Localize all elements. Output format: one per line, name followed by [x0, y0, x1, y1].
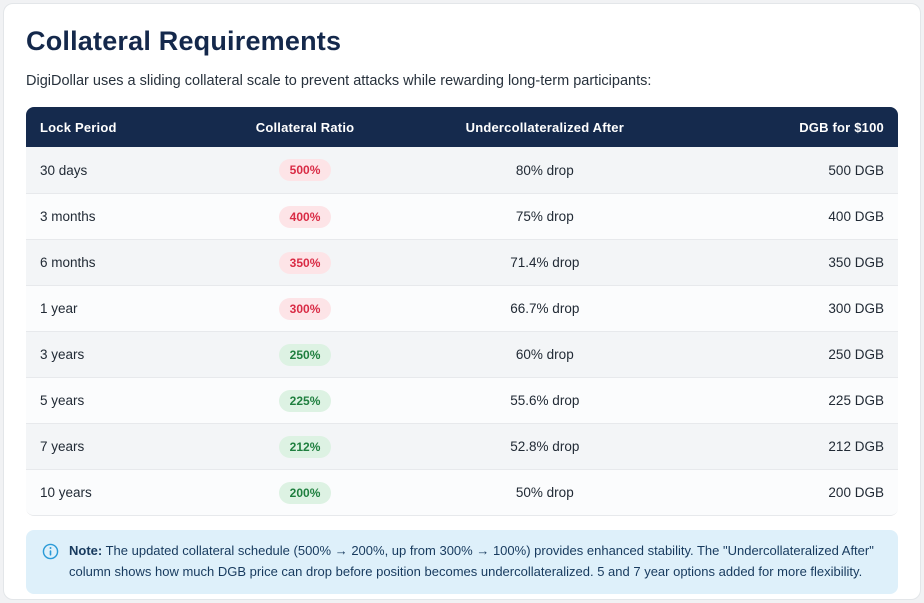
table-row: 10 years 200% 50% drop 200 DGB	[26, 469, 898, 515]
table-body: 30 days 500% 80% drop 500 DGB 3 months 400% 75…	[26, 147, 898, 515]
dgb-for-100-cell: 400 DGB	[828, 209, 884, 224]
dgb-for-100-cell: 200 DGB	[828, 485, 884, 500]
collateral-ratio-cell: 500%	[218, 159, 392, 181]
undercollateralized-after-cell: 80% drop	[515, 162, 574, 178]
table-row: 7 years 212% 52.8% drop 212 DGB	[26, 423, 898, 469]
table-header-row: Lock Period Collateral Ratio Undercollat…	[26, 107, 898, 147]
undercollateralized-after-cell: 55.6% drop	[510, 393, 580, 408]
collateral-ratio-badge: 350%	[278, 251, 332, 274]
dgb-for-100-cell: 350 DGB	[828, 255, 884, 270]
info-icon	[42, 543, 59, 560]
table-row: 3 years 250% 60% drop 250 DGB	[26, 331, 898, 377]
undercollateralized-after-cell: 75% drop	[515, 209, 574, 224]
collateral-ratio-badge: 500%	[278, 159, 332, 181]
lock-period-cell: 1 year	[40, 301, 78, 316]
lock-period-cell: 5 years	[40, 393, 85, 408]
column-header-dgb-for-100: DGB for $100	[799, 119, 884, 135]
page-subtitle: DigiDollar uses a sliding collateral sca…	[26, 73, 652, 89]
collateral-ratio-badge: 250%	[278, 343, 332, 366]
dgb-for-100-cell: 500 DGB	[828, 162, 884, 178]
collateral-ratio-cell: 400%	[218, 205, 392, 228]
dgb-for-100-cell: 212 DGB	[828, 439, 884, 454]
lock-period-cell: 6 months	[40, 255, 96, 270]
note-label: Note:	[69, 543, 103, 558]
page-title: Collateral Requirements	[26, 26, 342, 56]
collateral-ratio-cell: 200%	[218, 481, 392, 504]
table-row: 5 years 225% 55.6% drop 225 DGB	[26, 377, 898, 423]
collateral-table: Lock Period Collateral Ratio Undercollat…	[26, 107, 898, 516]
note-box: Note: The updated collateral schedule (5…	[26, 530, 898, 594]
undercollateralized-after-cell: 60% drop	[515, 347, 574, 362]
collateral-requirements-card: Collateral Requirements DigiDollar uses …	[3, 3, 921, 600]
undercollateralized-after-cell: 50% drop	[515, 485, 574, 500]
lock-period-cell: 3 months	[40, 209, 96, 224]
collateral-ratio-cell: 300%	[218, 297, 392, 320]
column-header-lock-period: Lock Period	[40, 119, 117, 135]
note-body: The updated collateral schedule (500% → …	[69, 543, 874, 579]
collateral-ratio-cell: 212%	[218, 435, 392, 458]
collateral-ratio-badge: 400%	[278, 205, 332, 228]
column-header-undercollateralized-after: Undercollateralized After	[465, 119, 625, 135]
lock-period-cell: 30 days	[40, 162, 88, 178]
dgb-for-100-cell: 225 DGB	[828, 393, 884, 408]
collateral-ratio-badge: 200%	[278, 481, 332, 504]
table-row: 3 months 400% 75% drop 400 DGB	[26, 193, 898, 239]
collateral-ratio-cell: 350%	[218, 251, 392, 274]
lock-period-cell: 3 years	[40, 347, 85, 362]
undercollateralized-after-cell: 71.4% drop	[510, 255, 580, 270]
collateral-ratio-cell: 250%	[218, 343, 392, 366]
collateral-ratio-cell: 225%	[218, 389, 392, 412]
dgb-for-100-cell: 250 DGB	[828, 347, 884, 362]
column-header-collateral-ratio: Collateral Ratio	[255, 119, 355, 135]
collateral-ratio-badge: 300%	[278, 297, 332, 320]
lock-period-cell: 10 years	[40, 485, 92, 500]
table-row: 30 days 500% 80% drop 500 DGB	[26, 147, 898, 193]
undercollateralized-after-cell: 66.7% drop	[510, 301, 580, 316]
table-row: 1 year 300% 66.7% drop 300 DGB	[26, 285, 898, 331]
collateral-ratio-badge: 225%	[278, 389, 332, 412]
table-row: 6 months 350% 71.4% drop 350 DGB	[26, 239, 898, 285]
note-text: Note: The updated collateral schedule (5…	[69, 541, 882, 583]
lock-period-cell: 7 years	[40, 439, 85, 454]
collateral-ratio-badge: 212%	[278, 435, 332, 458]
undercollateralized-after-cell: 52.8% drop	[510, 439, 580, 454]
dgb-for-100-cell: 300 DGB	[828, 301, 884, 316]
